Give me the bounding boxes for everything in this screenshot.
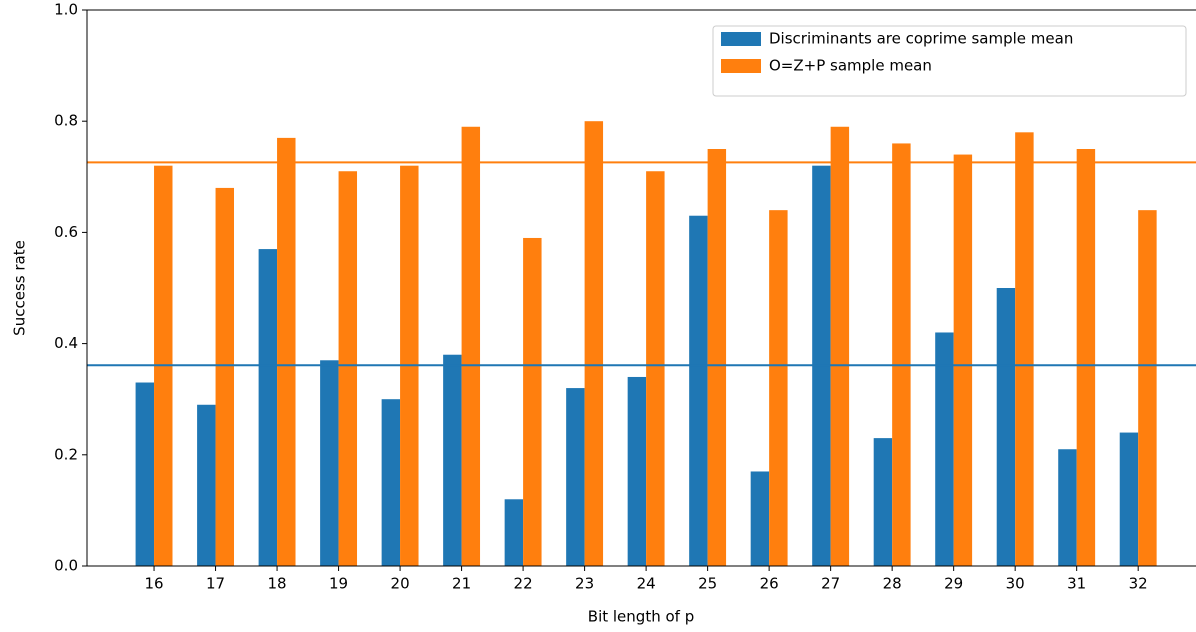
bar <box>1076 149 1096 566</box>
x-tick-label: 19 <box>329 575 348 593</box>
bar <box>996 288 1016 566</box>
bar <box>443 354 462 566</box>
bar <box>646 171 665 567</box>
legend-label: O=Z+P sample mean <box>769 57 932 75</box>
bar <box>197 404 216 566</box>
x-tick-label: 20 <box>391 575 410 593</box>
y-tick-label: 1.0 <box>54 1 78 19</box>
x-tick-label: 22 <box>514 575 533 593</box>
x-tick-label: 23 <box>575 575 594 593</box>
bar <box>461 126 481 566</box>
bar <box>953 154 973 566</box>
bar <box>1058 449 1077 566</box>
bar <box>750 471 770 566</box>
bar <box>769 210 788 566</box>
bar <box>215 187 235 567</box>
bar <box>584 121 604 566</box>
x-tick-label: 17 <box>206 575 225 593</box>
bar <box>320 360 339 566</box>
bar <box>504 499 524 566</box>
legend-swatch <box>721 32 761 46</box>
x-tick-label: 31 <box>1067 575 1086 593</box>
bar <box>381 399 401 566</box>
bar <box>873 438 893 566</box>
bar <box>689 215 708 566</box>
bar <box>892 143 911 566</box>
y-tick-label: 0.6 <box>54 223 78 241</box>
bar <box>523 237 542 566</box>
y-axis-label: Success rate <box>11 240 29 336</box>
x-tick-label: 25 <box>698 575 717 593</box>
bar <box>935 332 954 566</box>
x-axis-label: Bit length of p <box>588 608 694 626</box>
x-tick-label: 18 <box>268 575 287 593</box>
bar <box>627 376 647 566</box>
x-tick-label: 24 <box>637 575 656 593</box>
legend-swatch <box>721 59 761 73</box>
legend-box <box>712 25 1187 97</box>
bar <box>707 149 727 566</box>
x-tick-label: 32 <box>1129 575 1148 593</box>
bar <box>830 126 850 566</box>
legend-label: Discriminants are coprime sample mean <box>769 30 1073 48</box>
bar <box>566 388 585 566</box>
bar <box>277 137 296 566</box>
x-tick-label: 29 <box>944 575 963 593</box>
bar <box>1015 132 1034 566</box>
y-tick-label: 0.4 <box>54 334 78 352</box>
bar <box>338 171 358 567</box>
bar <box>1138 210 1157 566</box>
x-tick-label: 27 <box>821 575 840 593</box>
x-tick-label: 16 <box>144 575 163 593</box>
y-tick-label: 0.8 <box>54 112 78 130</box>
y-tick-label: 0.0 <box>54 557 78 575</box>
bar <box>1119 432 1139 566</box>
x-tick-label: 30 <box>1006 575 1025 593</box>
x-tick-label: 21 <box>452 575 471 593</box>
x-tick-label: 28 <box>883 575 902 593</box>
bar <box>135 382 155 566</box>
y-tick-label: 0.2 <box>54 445 78 463</box>
bar <box>258 249 278 566</box>
x-tick-label: 26 <box>760 575 779 593</box>
